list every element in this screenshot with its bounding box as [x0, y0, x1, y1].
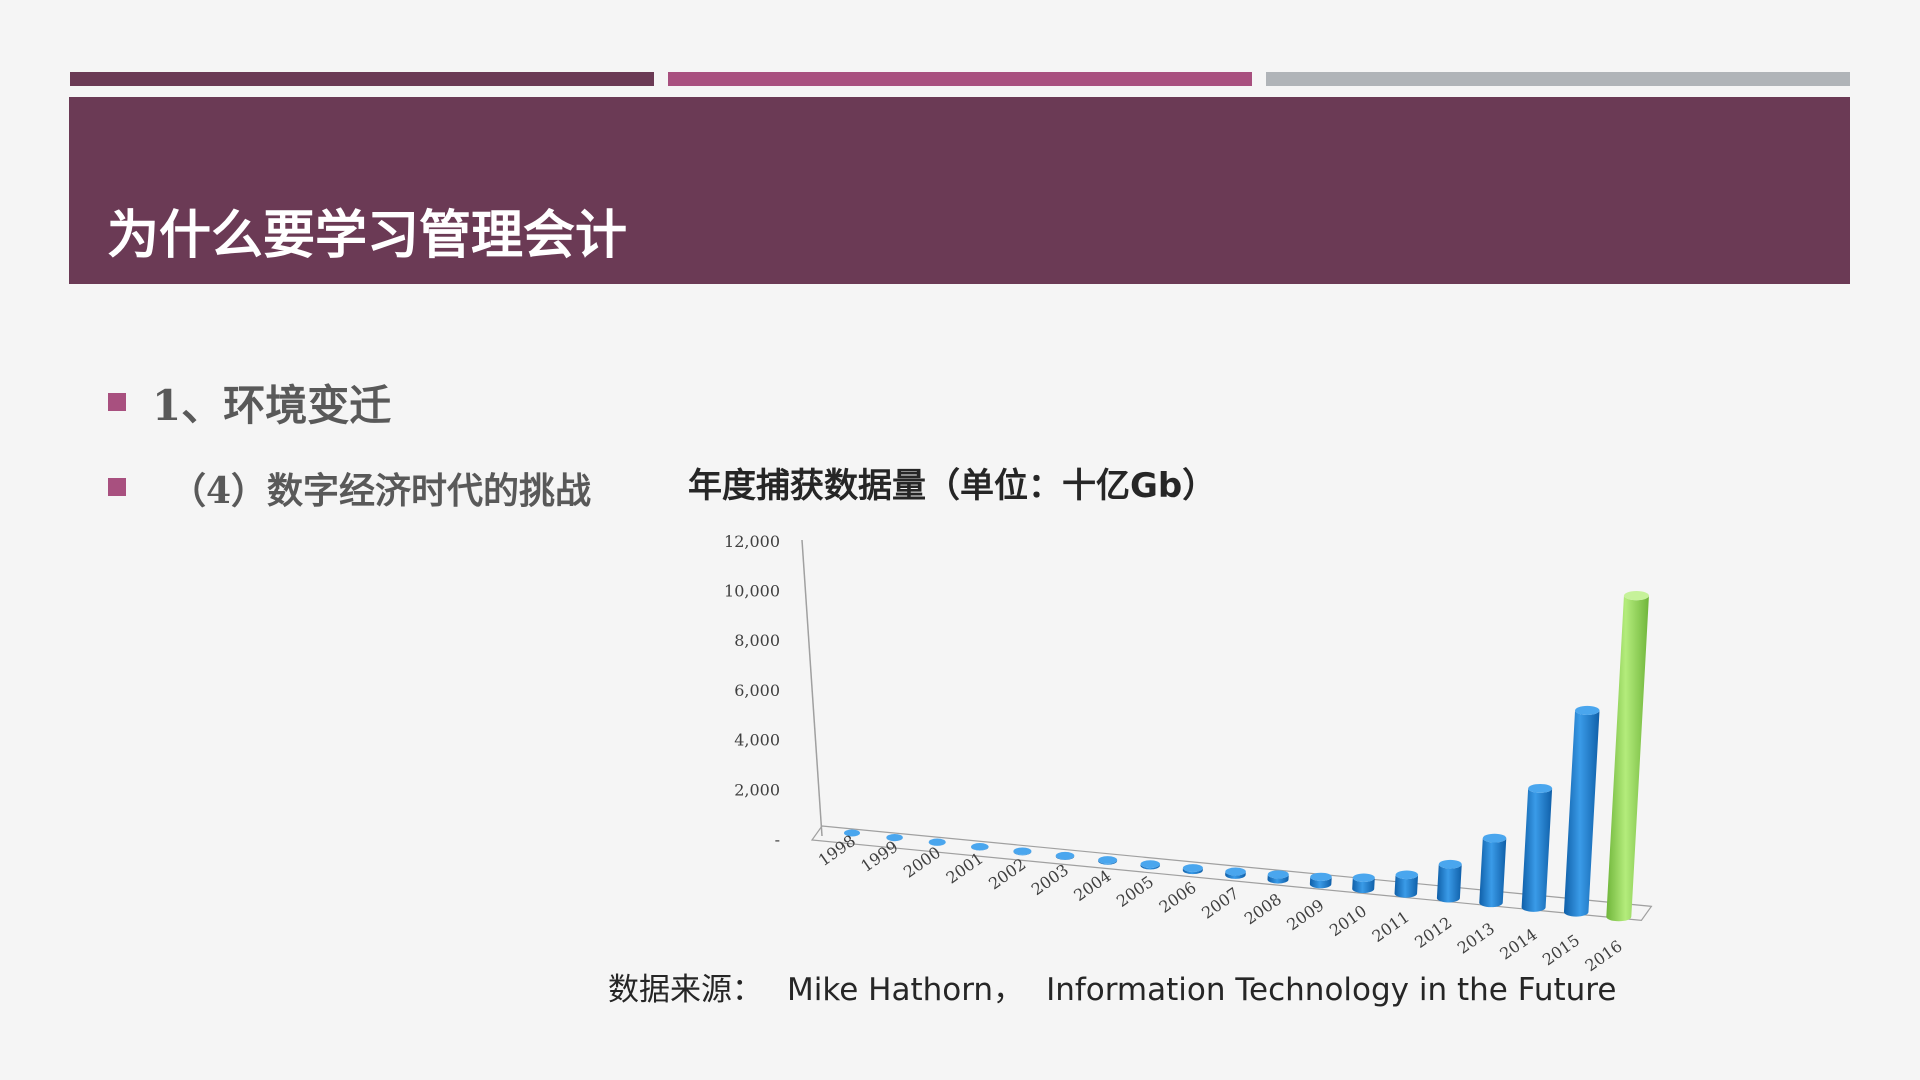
bar-2006	[1182, 864, 1203, 875]
bar-2013	[1479, 833, 1507, 908]
bullet-text-1: 1、环境变迁	[152, 381, 392, 430]
bar-top	[1267, 870, 1289, 879]
bar-top	[971, 843, 989, 851]
x-tick-label: 2011	[1369, 907, 1413, 946]
bar-body	[1436, 864, 1462, 903]
y-tick-label: 8,000	[734, 631, 780, 650]
bullet-square-icon	[108, 393, 126, 411]
bar-2009	[1309, 872, 1332, 889]
bar-body	[1606, 595, 1649, 922]
bar-top	[1528, 783, 1553, 793]
bar-top	[1482, 833, 1507, 843]
bar-body	[1267, 874, 1289, 884]
accent-stripe-2	[668, 72, 1252, 86]
bar-top	[1182, 864, 1203, 873]
bar-top	[1013, 847, 1032, 855]
bar-top	[1438, 859, 1462, 869]
bar-2003	[1055, 851, 1075, 861]
bar-2011	[1394, 870, 1419, 898]
source-prefix: 数据来源：	[608, 972, 763, 1008]
y-tick-label: 2,000	[734, 780, 780, 799]
y-tick-label: 6,000	[734, 681, 780, 700]
bar-top	[1055, 851, 1075, 860]
bar-2008	[1267, 870, 1289, 884]
bar-2005	[1140, 860, 1161, 870]
y-axis-line	[801, 539, 823, 837]
bar-body	[1055, 855, 1075, 861]
bar-2004	[1098, 856, 1118, 865]
bar-body	[1140, 864, 1161, 870]
bar-top	[928, 838, 946, 846]
title-bar: 为什么要学习管理会计	[69, 97, 1850, 284]
bar-2016	[1606, 591, 1649, 922]
x-tick-label: 2008	[1241, 890, 1285, 929]
bullet-square-icon	[108, 478, 126, 496]
y-tick-label: 10,000	[724, 582, 780, 601]
bar-2001	[971, 843, 989, 851]
x-tick-label: 2010	[1326, 901, 1370, 940]
x-tick-label: 1998	[815, 831, 859, 870]
slide-title: 为什么要学习管理会计	[107, 205, 628, 266]
chart-title: 年度捕获数据量（单位：十亿Gb）	[688, 466, 1217, 506]
x-tick-label: 2003	[1028, 860, 1072, 899]
y-tick-label: 12,000	[724, 532, 780, 551]
bar-top	[1098, 856, 1118, 864]
bullet-text-2: （4）数字经济时代的挑战	[170, 470, 592, 512]
chart-floor	[810, 825, 1653, 921]
y-tick-label: -	[775, 830, 780, 849]
x-tick-label: 2013	[1454, 919, 1498, 958]
source-citation: 数据来源： Mike Hathorn， Information Technology…	[608, 964, 1616, 1009]
bar-top	[1140, 860, 1161, 869]
bar-2015	[1563, 705, 1600, 917]
bar-body	[1479, 838, 1507, 908]
accent-stripe-3	[1266, 72, 1850, 86]
bar-top	[1575, 705, 1600, 715]
x-tick-label: 2004	[1070, 866, 1114, 905]
bar-top	[886, 833, 903, 842]
bar-body	[1182, 868, 1203, 875]
bar-1998	[844, 829, 861, 837]
bar-2007	[1225, 867, 1246, 879]
bar-2012	[1436, 859, 1462, 903]
bar-top	[1395, 870, 1419, 880]
bar-body	[1521, 788, 1553, 912]
x-tick-label: 2005	[1113, 872, 1157, 911]
bar-body	[1394, 874, 1419, 898]
bar-top	[1623, 591, 1649, 601]
bar-top	[1225, 867, 1246, 876]
y-tick-label: 4,000	[734, 731, 780, 750]
bar-1999	[886, 833, 903, 842]
x-tick-label: 1999	[857, 837, 901, 876]
bar-body	[1309, 876, 1332, 889]
bar-body	[1225, 871, 1246, 879]
x-tick-label: 2006	[1156, 878, 1200, 917]
bar-body	[1563, 710, 1600, 917]
bar-body	[1098, 859, 1118, 865]
bar-2010	[1352, 873, 1375, 894]
bar-top	[1352, 873, 1375, 882]
bar-2002	[1013, 847, 1032, 856]
x-tick-label: 2014	[1496, 925, 1540, 964]
x-tick-label: 2007	[1198, 884, 1242, 923]
bar-top	[844, 829, 861, 837]
x-tick-label: 2009	[1283, 895, 1327, 934]
accent-stripe-1	[70, 72, 654, 86]
bar-top	[1310, 872, 1332, 882]
x-tick-label: 2012	[1411, 913, 1455, 952]
bar-2000	[928, 838, 946, 846]
source-author: Mike Hathorn，	[787, 972, 1025, 1008]
bar-body	[1352, 877, 1375, 894]
bar-2014	[1521, 783, 1553, 912]
source-work: Information Technology in the Future	[1046, 972, 1617, 1008]
